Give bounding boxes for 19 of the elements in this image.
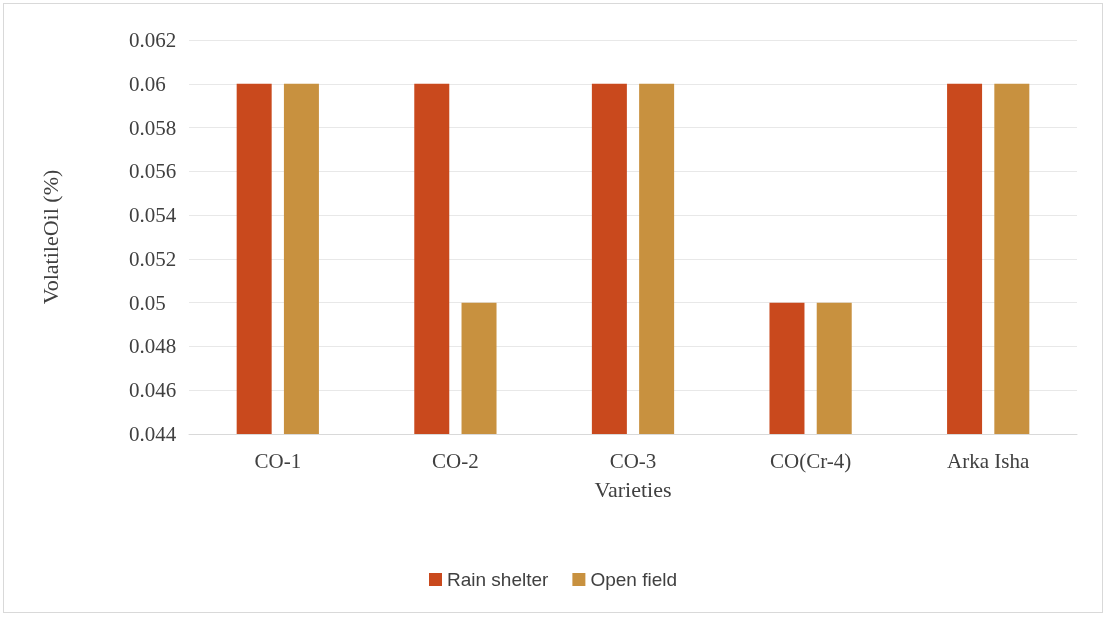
x-tick-label: CO-2 <box>432 448 479 473</box>
y-tick-label: 0.046 <box>129 378 177 403</box>
x-axis-title: Varieties <box>594 476 672 502</box>
y-tick-label: 0.056 <box>129 159 177 184</box>
x-tick-label: CO-1 <box>254 448 302 473</box>
y-tick-label: 0.06 <box>129 71 166 96</box>
x-tick-label: CO(Cr-4) <box>769 448 852 473</box>
x-tick-label: CO-3 <box>609 448 657 473</box>
y-tick-label: 0.062 <box>129 28 177 52</box>
y-tick-label: 0.058 <box>129 115 177 140</box>
y-tick-label: 0.05 <box>129 290 166 315</box>
x-tick-label: Arka Isha <box>947 448 1030 473</box>
legend-label: Open field <box>590 569 678 590</box>
y-tick-label: 0.052 <box>129 246 177 271</box>
y-tick-label: 0.054 <box>129 203 177 228</box>
y-tick-label: 0.044 <box>129 422 177 446</box>
legend-label: Rain shelter <box>447 569 550 590</box>
y-tick-label: 0.048 <box>129 334 177 359</box>
y-axis-title: VolatileOil (%) <box>37 169 63 305</box>
